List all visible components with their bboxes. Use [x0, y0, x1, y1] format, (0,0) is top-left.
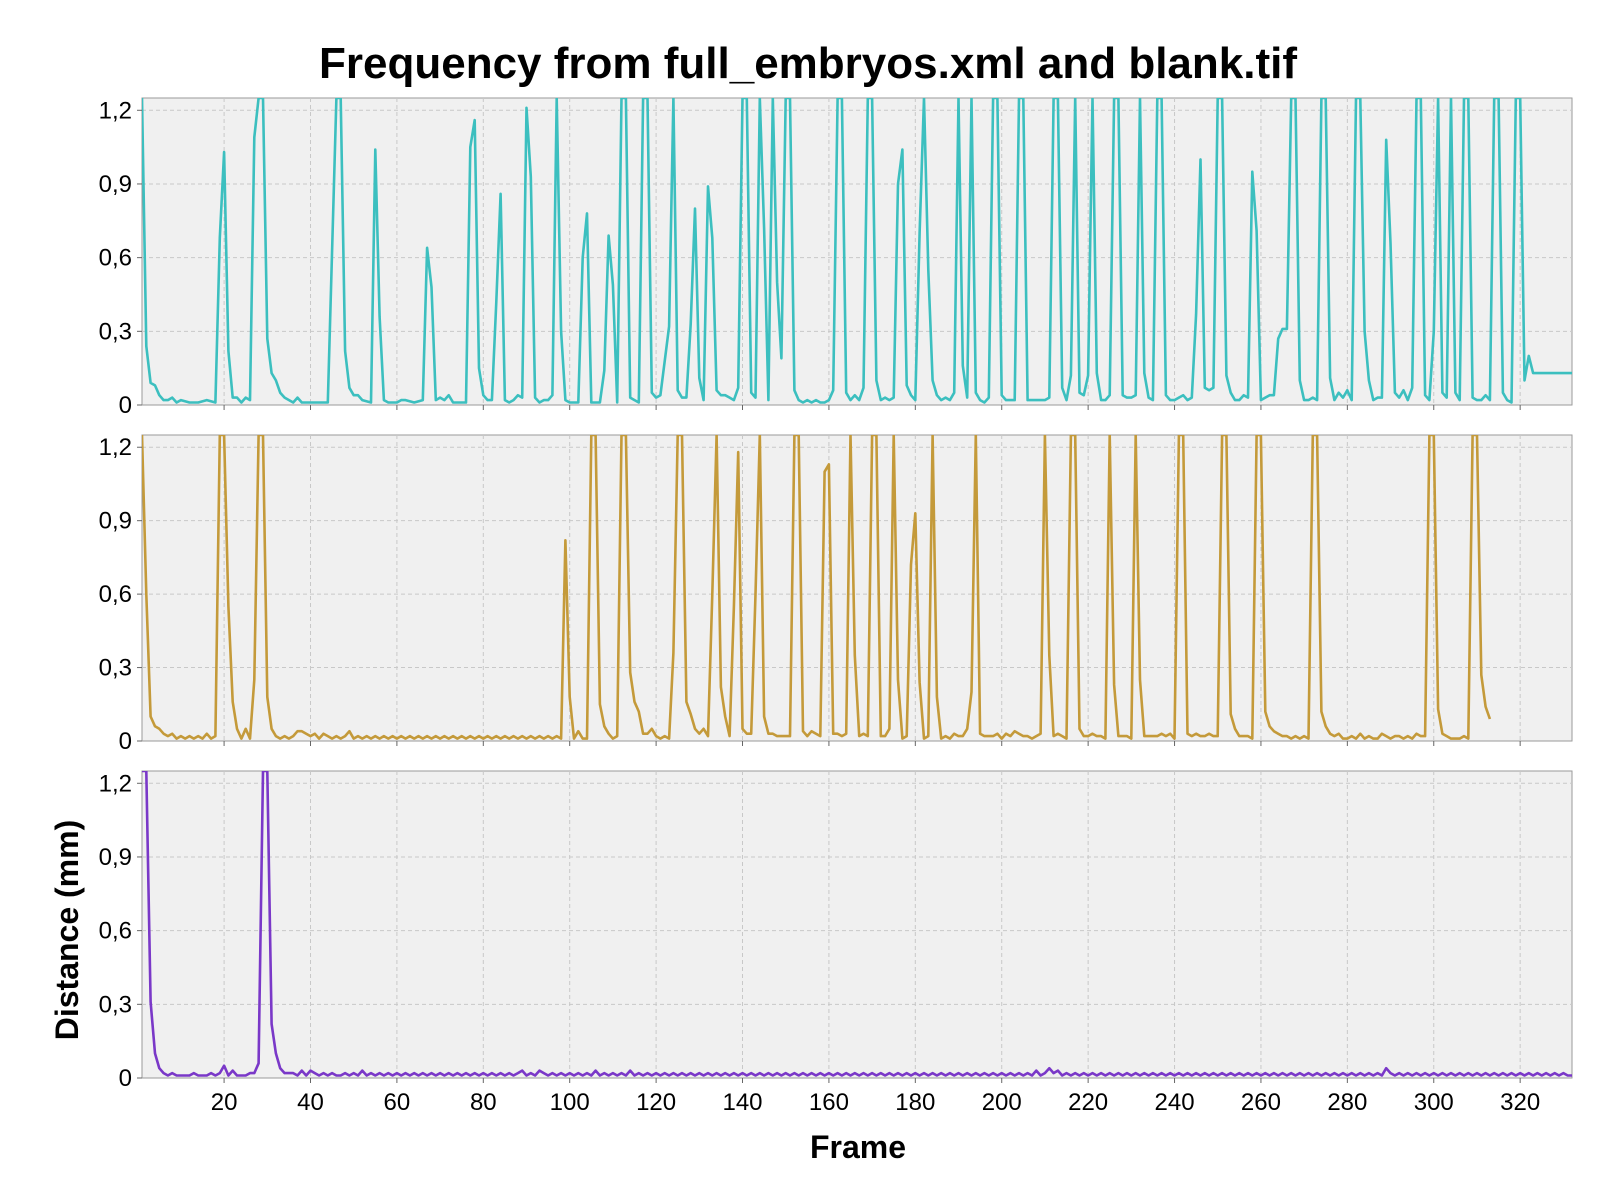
x-tick-label: 320 — [1500, 1089, 1540, 1116]
x-tick-label: 140 — [722, 1089, 762, 1116]
plot-area-1 — [141, 97, 1573, 406]
y-tick-label: 0,6 — [99, 918, 132, 945]
chart-title: Frequency from full_embryos.xml and blan… — [319, 39, 1297, 88]
x-tick-label: 260 — [1241, 1089, 1281, 1116]
y-tick-label: 0,9 — [99, 171, 132, 198]
x-tick-label: 120 — [636, 1089, 676, 1116]
y-tick-label: 1,2 — [99, 770, 132, 797]
panel-1: 0 0,3 0,6 0,9 1,2 — [99, 97, 1573, 419]
x-tick-label: 80 — [470, 1089, 497, 1116]
y-tick-label: 0,3 — [99, 655, 132, 682]
series-line-2 — [142, 435, 1492, 740]
y-tick-label: 0 — [119, 392, 132, 419]
y-axis-label: Distance (mm) — [49, 820, 85, 1041]
x-tick-label: 20 — [211, 1089, 238, 1116]
y-tick-label: 0,3 — [99, 318, 132, 345]
x-tick-label: 160 — [809, 1089, 849, 1116]
panel-3: 0 0,3 0,6 0,9 1,2 — [99, 770, 1573, 1092]
plot-area-3 — [141, 770, 1573, 1079]
x-tick-label: 220 — [1068, 1089, 1108, 1116]
x-tick-label: 240 — [1155, 1089, 1195, 1116]
x-tick-label: 60 — [384, 1089, 411, 1116]
y-tick-label: 0,3 — [99, 991, 132, 1018]
x-tick-label: 280 — [1327, 1089, 1367, 1116]
x-tick-label: 300 — [1414, 1089, 1454, 1116]
panel-2: 0 0,3 0,6 0,9 1,2 — [99, 434, 1573, 755]
y-tick-label: 0 — [119, 728, 132, 755]
y-tick-label: 1,2 — [99, 97, 132, 124]
x-axis-label: Frame — [810, 1129, 906, 1165]
x-tick-label: 180 — [895, 1089, 935, 1116]
y-tick-label: 0,6 — [99, 581, 132, 608]
panels: 0 0,3 0,6 0,9 1,2 0 0,3 0,6 0,9 1,2 0 0,3 0,6 0,9 1,2 2… — [99, 97, 1573, 1116]
series-line-1 — [142, 98, 1572, 404]
x-tick-label: 100 — [550, 1089, 590, 1116]
y-tick-label: 0,9 — [99, 508, 132, 535]
y-tick-label: 0 — [119, 1065, 132, 1092]
y-tick-label: 0,6 — [99, 245, 132, 272]
y-tick-label: 1,2 — [99, 434, 132, 461]
x-tick-label: 40 — [297, 1089, 324, 1116]
x-tick-label: 200 — [982, 1089, 1022, 1116]
y-tick-label: 0,9 — [99, 844, 132, 871]
series-line-3 — [142, 771, 1572, 1077]
